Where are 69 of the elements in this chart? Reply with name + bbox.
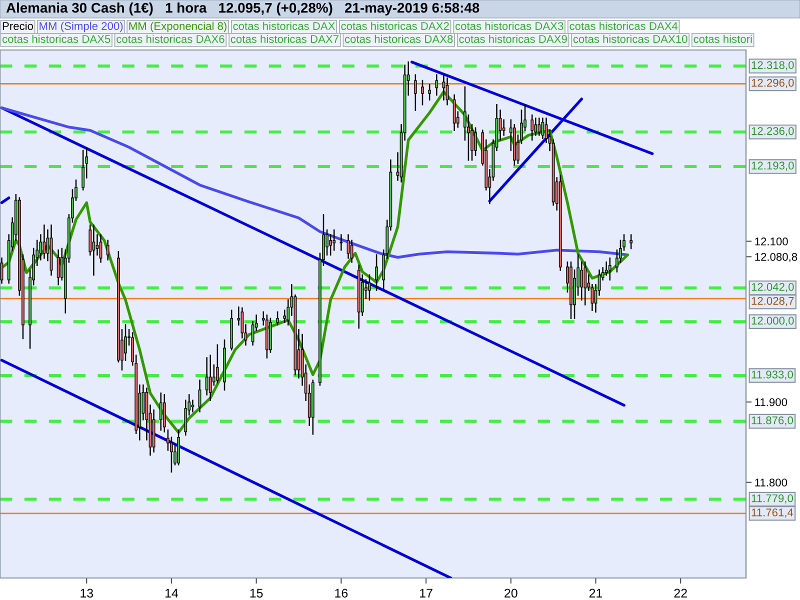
- text: cotas historicas DAX10: [573, 34, 688, 43]
- x-tick-label: 13: [80, 588, 94, 598]
- candlestick: [340, 234, 343, 251]
- x-tick-label: 15: [250, 588, 263, 598]
- candlestick: [435, 74, 438, 96]
- x-tick-label: 17: [420, 588, 432, 598]
- candlestick: [608, 258, 612, 280]
- candlestick: [580, 262, 584, 301]
- ref-line-label: 12.042,0: [752, 282, 794, 292]
- text: cotas historicas DAX3: [455, 22, 564, 30]
- candlestick: [452, 94, 456, 131]
- ref-line-label: 12.028,7: [752, 296, 794, 306]
- text: cotas historicas DAX6: [116, 34, 224, 43]
- y-tick-label: 11.900: [755, 398, 788, 406]
- candlestick: [428, 84, 432, 100]
- candlestick: [159, 392, 162, 431]
- text: Precio: [2, 22, 34, 30]
- candlestick: [96, 234, 99, 256]
- candlestick: [474, 127, 477, 156]
- candlestick: [191, 400, 194, 412]
- ref-line-label: 12.236,0: [752, 127, 794, 136]
- line-series: [0, 106, 629, 259]
- ref-line-label: 12.296,0: [752, 78, 794, 88]
- candlestick: [502, 119, 506, 136]
- text: cotas historicas DAX9: [459, 34, 567, 43]
- candlestick: [530, 114, 534, 141]
- candlestick: [368, 274, 371, 301]
- candlestick: [375, 254, 378, 291]
- candlestick: [56, 249, 60, 286]
- ref-line-label: 11.876,0: [752, 416, 793, 426]
- candlestick: [421, 80, 424, 106]
- ref-line-label: 11.933,0: [752, 370, 793, 380]
- ref-line-label: 12.000,0: [752, 316, 794, 326]
- text: MM (Exponencial 8): [129, 22, 226, 32]
- candlestick: [332, 229, 336, 251]
- candlestick: [630, 234, 633, 250]
- text: cotas historicas DAX2: [341, 22, 449, 30]
- y-tick-label: 12.100: [755, 238, 788, 246]
- candlestick: [283, 310, 286, 324]
- x-tick-label: 22: [674, 588, 687, 598]
- candlestick: [106, 240, 110, 260]
- candlestick: [276, 311, 279, 326]
- candlestick: [326, 229, 328, 256]
- y-tick-label: 12.080,8: [755, 252, 798, 262]
- y-tick-label: 11.800: [755, 478, 788, 486]
- text: cotas histori: [694, 34, 752, 43]
- text: cotas historicas DAX5: [2, 34, 110, 43]
- text: cotas historicas DAX7: [230, 34, 339, 43]
- text: cotas historicas DAX: [233, 22, 336, 30]
- candlestick: [82, 150, 85, 190]
- candlestick: [205, 357, 208, 396]
- text: cotas historicas DAX4: [570, 22, 678, 30]
- ref-line-label: 11.761,4: [752, 508, 794, 518]
- ref-line-label: 12.193,0: [752, 162, 794, 171]
- candlestick: [584, 262, 587, 306]
- x-tick-label: 14: [165, 588, 178, 598]
- chart-title: Alemania 30 Cash (1€) 1 hora 12.095,7 (+0,28%) 21-may-2019 6:58:48: [6, 2, 480, 16]
- candlestick: [538, 118, 541, 136]
- x-tick-label: 16: [335, 588, 348, 598]
- text: cotas historicas DAX8: [344, 34, 453, 43]
- ref-line-label: 11.779,0: [752, 494, 793, 504]
- x-tick-label: 21: [589, 588, 602, 598]
- candlestick: [216, 344, 219, 384]
- candlestick: [208, 354, 212, 402]
- candlestick: [92, 224, 96, 276]
- candlestick: [414, 74, 417, 111]
- x-tick-label: 20: [504, 588, 518, 598]
- text: MM (Simple 200): [40, 22, 123, 32]
- ref-line-label: 12.318,0: [752, 61, 794, 70]
